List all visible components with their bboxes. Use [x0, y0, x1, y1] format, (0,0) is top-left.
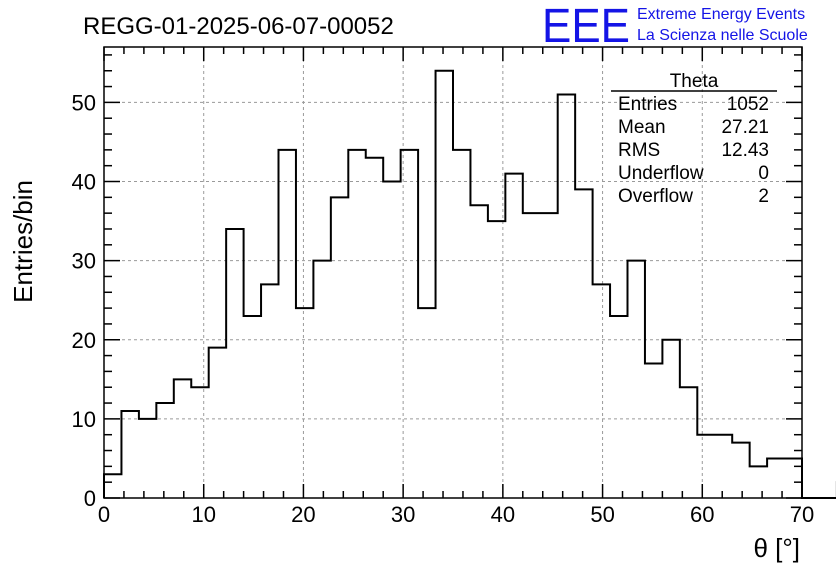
stats-row-label: Mean — [618, 117, 666, 138]
stats-row-value: 0 — [758, 163, 769, 184]
y-axis-label: Entries/bin — [8, 180, 38, 303]
x-axis-label: θ [°] — [753, 533, 800, 563]
x-tick-label: 50 — [590, 502, 614, 527]
run-title: REGG-01-2025-06-07-00052 — [83, 13, 394, 40]
x-tick-label: 20 — [291, 502, 315, 527]
stats-title: Theta — [670, 71, 719, 92]
y-tick-label: 20 — [72, 328, 96, 353]
x-tick-label: 10 — [191, 502, 215, 527]
y-tick-label: 10 — [72, 407, 96, 432]
x-tick-label: 40 — [491, 502, 515, 527]
eee-logo-mark: EEE — [542, 0, 630, 53]
stats-row-value: 12.43 — [721, 140, 769, 161]
y-tick-label: 0 — [84, 486, 96, 511]
x-tick-label: 0 — [98, 502, 110, 527]
stats-row-value: 27.21 — [721, 117, 769, 138]
y-tick-label: 40 — [72, 170, 96, 195]
axis-ticks — [103, 47, 803, 499]
x-tick-label: 30 — [391, 502, 415, 527]
stats-row-label: Underflow — [618, 163, 704, 184]
stats-rows: Entries 1052 Mean 27.21 RMS 12.43 Underflow 0 Ov… — [618, 94, 769, 207]
histogram-outline — [103, 69, 836, 499]
x-tick-label: 60 — [690, 502, 714, 527]
y-tick-label: 50 — [72, 90, 96, 115]
stats-row-label: Overflow — [618, 186, 693, 207]
eee-logo: EEE Extreme Energy Events La Scienza nel… — [542, 0, 808, 53]
plot-frame — [103, 46, 803, 499]
stats-row-label: RMS — [618, 140, 660, 161]
logo-line-2: La Scienza nelle Scuole — [637, 27, 808, 44]
stats-row-value: 1052 — [727, 94, 769, 115]
y-tick-label: 30 — [72, 249, 96, 274]
x-tick-label: 70 — [790, 502, 814, 527]
stats-box: Theta Entries 1052 Mean 27.21 RMS 12.43 Underf… — [611, 71, 777, 207]
stats-row-value: 2 — [758, 186, 769, 207]
stats-row-label: Entries — [618, 94, 677, 115]
y-tick-labels: 0 10 20 30 40 50 — [72, 90, 96, 511]
logo-line-1: Extreme Energy Events — [637, 6, 805, 23]
x-tick-labels: 0 10 20 30 40 50 60 70 — [98, 502, 814, 527]
